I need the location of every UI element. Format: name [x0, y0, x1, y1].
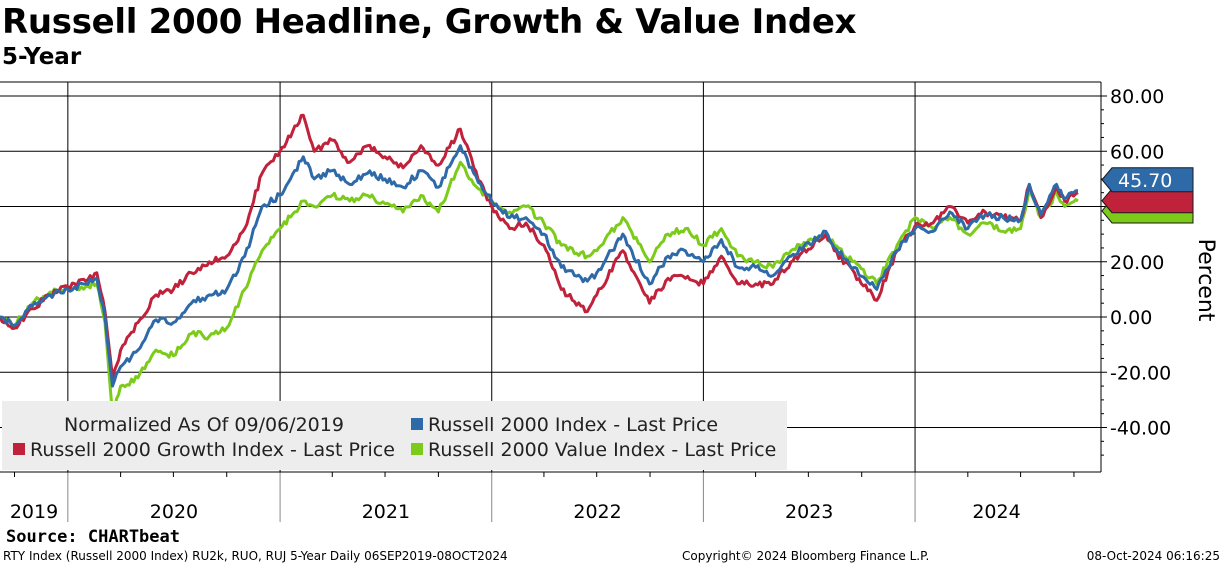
series-layer [0, 113, 1079, 416]
legend-swatch-growth [13, 443, 25, 455]
x-year-label: 2019 [10, 501, 58, 523]
legend: Normalized As Of 09/06/2019 Russell 2000… [2, 401, 787, 470]
legend-background [2, 401, 787, 470]
legend-swatch-value [411, 443, 423, 455]
series-line-headline [0, 144, 1078, 388]
chart-subtitle: 5-Year [2, 44, 82, 70]
x-year-label: 2020 [150, 501, 198, 523]
last-value-tag-headline [1101, 167, 1194, 193]
legend-label-growth: Russell 2000 Growth Index - Last Price [30, 439, 395, 461]
x-year-label: 2024 [972, 501, 1020, 523]
y-tick-label: -40.00 [1110, 418, 1171, 440]
footer-copyright: Copyright© 2024 Bloomberg Finance L.P. [682, 549, 930, 563]
x-year-label: 2021 [362, 501, 410, 523]
last-value-tag-growth [1101, 188, 1194, 214]
legend-note: Normalized As Of 09/06/2019 [64, 414, 344, 436]
y-tick-label: 80.00 [1110, 86, 1164, 108]
y-tick-label: 20.00 [1110, 252, 1164, 274]
series-line-growth [0, 113, 1079, 380]
source-label: Source: CHARTbeat [6, 527, 180, 547]
x-axis: 2019 2020 2021 2022 2023 2024 [10, 472, 1075, 523]
y-axis-title: Percent [1193, 239, 1218, 322]
series-line-value [0, 160, 1079, 416]
x-year-label: 2022 [573, 501, 621, 523]
y-tick-label: 60.00 [1110, 141, 1164, 163]
y-tick-label: -20.00 [1110, 362, 1171, 384]
y-axis: 80.00 60.00 20.00 0.00 -20.00 -40.00 [1100, 82, 1171, 472]
last-value-tags: 45.70 [1101, 167, 1194, 224]
legend-label-value: Russell 2000 Value Index - Last Price [428, 439, 776, 461]
footer-ticker-info: RTY Index (Russell 2000 Index) RU2k, RUO… [3, 549, 508, 563]
x-year-label: 2023 [785, 501, 833, 523]
legend-label-headline: Russell 2000 Index - Last Price [428, 414, 718, 436]
chart-title: Russell 2000 Headline, Growth & Value In… [2, 2, 857, 42]
y-tick-label: 0.00 [1110, 307, 1152, 329]
last-value-tag-label: 45.70 [1118, 170, 1172, 192]
legend-swatch-headline [411, 418, 423, 430]
footer-timestamp: 08-Oct-2024 06:16:25 [1086, 549, 1220, 563]
